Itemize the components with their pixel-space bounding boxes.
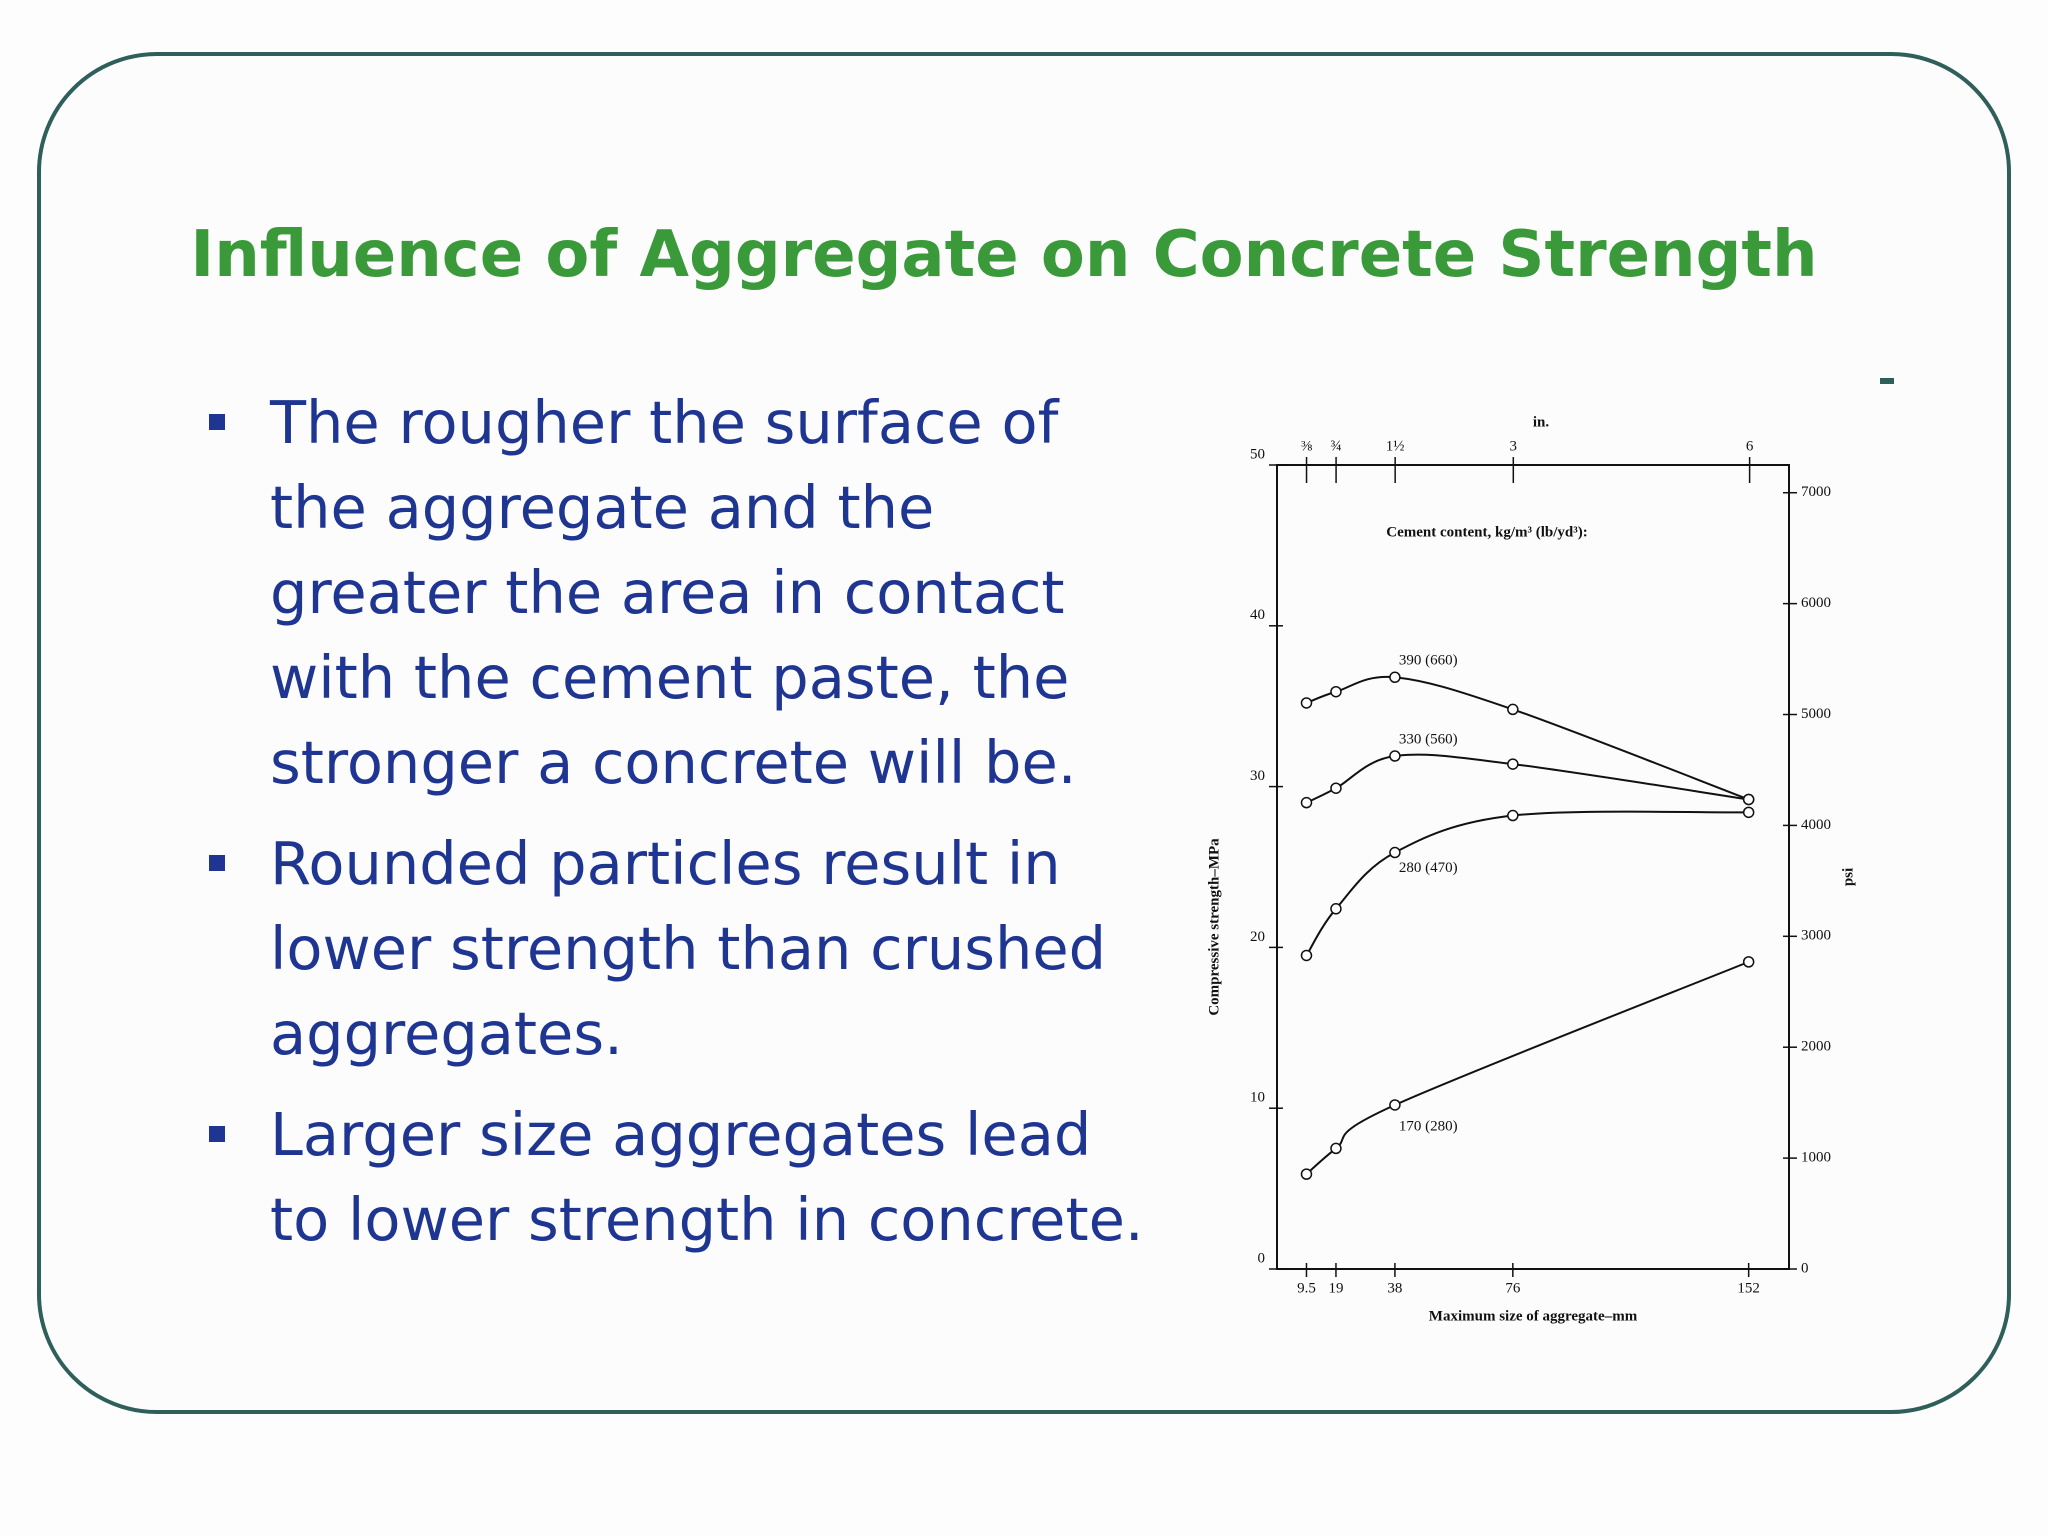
bullet: The rougher the surface of the aggregate… <box>205 380 1165 805</box>
data-point <box>1389 671 1401 684</box>
y2-tick-label: 5000 <box>1801 706 1831 722</box>
data-point <box>1300 1168 1313 1180</box>
y2-tick-label: 0 <box>1801 1260 1809 1276</box>
y2-tick-label: 2000 <box>1801 1039 1831 1055</box>
y2-tick-label: 4000 <box>1801 817 1831 833</box>
bullet-list: The rougher the surface of the aggregate… <box>205 380 1165 1278</box>
y-tick-label: 50 <box>1250 446 1265 462</box>
y-tick-label: 10 <box>1250 1090 1265 1106</box>
x2-axis-title: in. <box>1533 414 1550 430</box>
plot-frame <box>1276 464 1790 1270</box>
data-point <box>1507 703 1519 716</box>
y-tick-label: 30 <box>1250 768 1265 784</box>
data-point <box>1300 697 1313 709</box>
x2-tick-label: ⅜ <box>1301 438 1313 454</box>
x2-tick-label: 3 <box>1510 438 1518 454</box>
data-point <box>1742 793 1755 806</box>
x2-tick-label: ¾ <box>1330 438 1341 454</box>
data-point <box>1389 846 1401 859</box>
y2-tick-label: 6000 <box>1801 595 1831 611</box>
series-line <box>1305 960 1750 1175</box>
x-tick-label: 76 <box>1505 1280 1521 1296</box>
bullet: Larger size aggregates lead to lower str… <box>205 1092 1165 1262</box>
y-axis-title: Compressive strength–MPa <box>1206 838 1222 1016</box>
series-label: 280 (470) <box>1399 860 1458 876</box>
y-tick-label: 20 <box>1250 929 1265 945</box>
x2-tick-label: 1½ <box>1386 438 1405 454</box>
series-label: 390 (660) <box>1399 653 1458 669</box>
data-point <box>1300 949 1313 962</box>
y2-tick-label: 1000 <box>1801 1150 1831 1166</box>
x-tick-label: 152 <box>1737 1280 1760 1296</box>
slide-title: Influence of Aggregate on Concrete Stren… <box>190 218 1818 292</box>
slide-frame <box>37 52 2011 1414</box>
data-point <box>1300 796 1313 809</box>
series-line <box>1305 810 1749 956</box>
x2-tick-label: 6 <box>1746 438 1754 454</box>
y2-tick-label: 3000 <box>1801 928 1831 944</box>
data-point <box>1330 782 1342 794</box>
series-line <box>1306 753 1749 804</box>
data-point <box>1330 903 1342 915</box>
x-tick-label: 38 <box>1387 1280 1402 1296</box>
x-axis-title: Maximum size of aggregate–mm <box>1429 1308 1638 1324</box>
x-tick-label: 19 <box>1328 1280 1343 1296</box>
data-point <box>1742 956 1755 968</box>
series-line <box>1306 675 1750 801</box>
data-point <box>1330 1142 1342 1155</box>
y2-axis-title: psi <box>1840 868 1856 886</box>
decoration <box>1880 378 1894 384</box>
y2-tick-label: 7000 <box>1801 484 1831 500</box>
data-point <box>1507 809 1519 822</box>
data-point <box>1742 806 1755 819</box>
data-point <box>1507 758 1519 770</box>
x-tick-label: 9.5 <box>1297 1280 1316 1296</box>
data-point <box>1330 685 1342 698</box>
data-point <box>1389 750 1401 762</box>
y-tick-label: 40 <box>1250 607 1265 623</box>
data-point <box>1389 1099 1401 1111</box>
bullet: Rounded particles result in lower streng… <box>205 821 1165 1076</box>
series-label: 170 (280) <box>1399 1118 1458 1134</box>
y-tick-label: 0 <box>1258 1250 1266 1266</box>
legend-title: Cement content, kg/m³ (lb/yd³): <box>1386 524 1587 540</box>
series-label: 330 (560) <box>1399 731 1458 747</box>
